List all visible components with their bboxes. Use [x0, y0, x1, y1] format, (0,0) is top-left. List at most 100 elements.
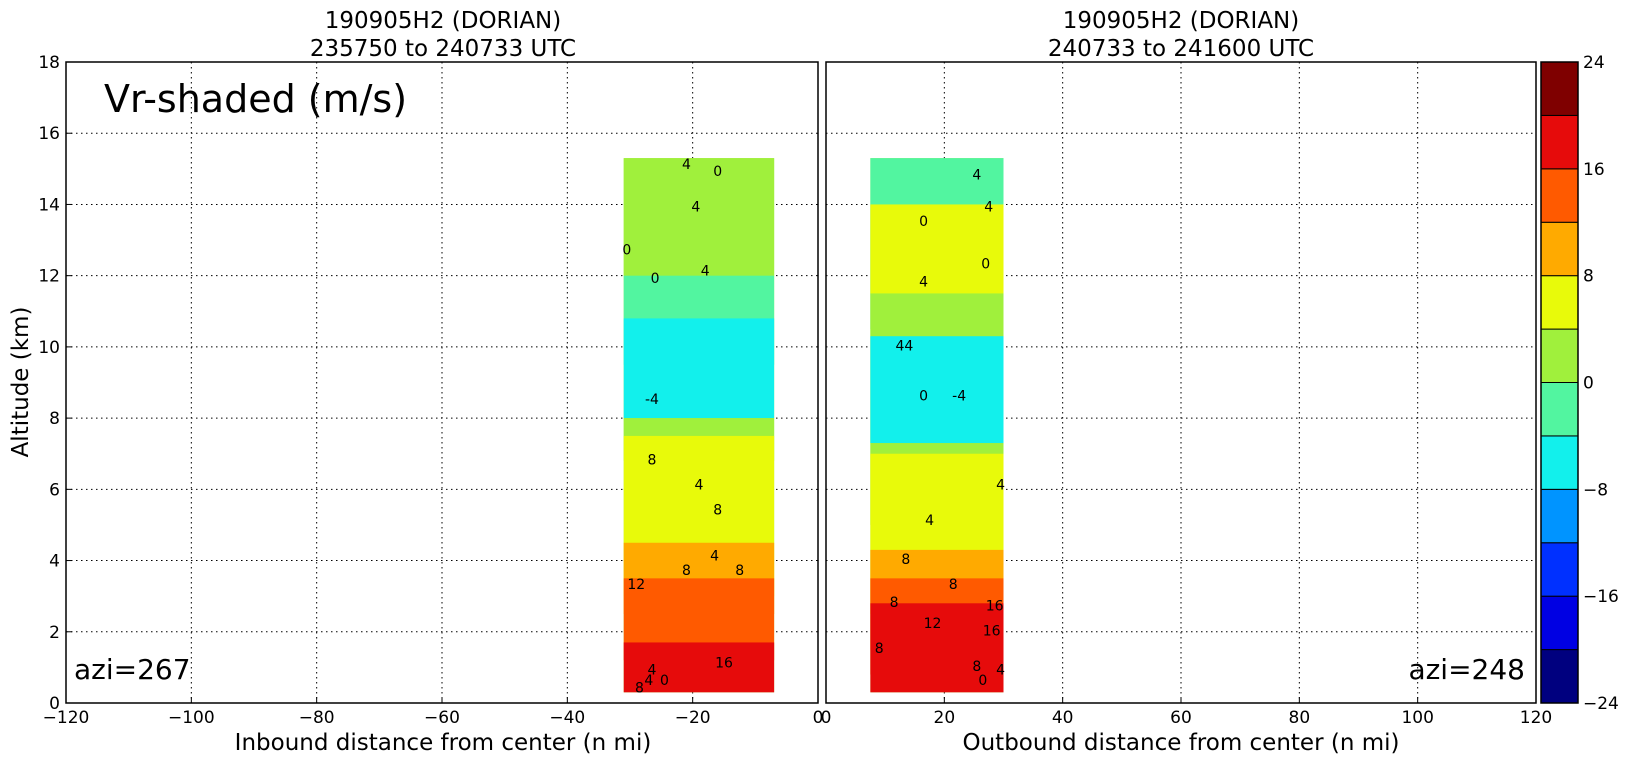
velocity-band	[870, 603, 1004, 693]
colorbar-tick-labels: 24 16 8 0 −8 −16 −24	[1583, 53, 1619, 714]
contour-label: 4	[691, 200, 700, 216]
contour-label: 12	[924, 616, 942, 632]
colorbar-tick-label: 8	[1583, 267, 1594, 287]
contour-label: 4	[904, 338, 913, 354]
colorbar-block	[1540, 114, 1579, 170]
contour-label: 0	[651, 271, 660, 287]
contour-label: 4	[710, 549, 719, 565]
colorbar-block	[1540, 328, 1579, 384]
colorbar-frame	[1540, 61, 1579, 704]
contour-label: 4	[701, 264, 710, 280]
x-tick-label: 120	[1520, 708, 1552, 728]
y-tick-label: 0	[49, 694, 60, 714]
x-tick-label: −100	[168, 708, 215, 728]
contour-label: 0	[660, 673, 669, 689]
colorbar-block	[1540, 488, 1579, 544]
x-tick-label: 60	[1170, 708, 1192, 728]
colorbar-tick-label: 0	[1583, 374, 1594, 394]
right-x-axis-label: Outbound distance from center (n mi)	[963, 730, 1400, 756]
x-tick-label: 40	[1052, 708, 1074, 728]
contour-label: 8	[713, 502, 722, 518]
contour-label: 4	[996, 477, 1005, 493]
right-azimuth-label: azi=248	[1408, 653, 1525, 686]
left-velocity-field	[623, 158, 775, 693]
contour-label: 8	[972, 659, 981, 675]
colorbar-block	[1540, 168, 1579, 223]
contour-label: 16	[983, 623, 1001, 639]
x-tick-label: 0	[813, 708, 824, 728]
colorbar: 24 16 8 0 −8 −16 −24	[1540, 53, 1619, 714]
colorbar-tick-label: −24	[1583, 694, 1619, 714]
contour-label: 8	[735, 563, 744, 579]
contour-label: 8	[890, 595, 899, 611]
contour-label: 4	[647, 663, 656, 679]
y-tick-label: 2	[49, 623, 60, 643]
contour-label: 4	[984, 200, 993, 216]
contour-label: 8	[647, 452, 656, 468]
left-y-axis-label: Altitude (km)	[8, 307, 34, 458]
y-tick-label: 18	[38, 53, 60, 73]
left-azimuth-label: azi=267	[74, 653, 191, 686]
left-grid	[66, 62, 818, 703]
y-tick-label: 4	[49, 552, 60, 572]
x-tick-label: −40	[549, 708, 585, 728]
x-tick-label: 0	[821, 708, 832, 728]
contour-label: -4	[645, 392, 659, 408]
contour-label: 0	[981, 257, 990, 273]
contour-label: 4	[996, 663, 1005, 679]
right-tick-labels: 0 20 40 60 80 100 120	[821, 697, 1552, 728]
x-tick-label: 100	[1401, 708, 1433, 728]
right-title-line1: 190905H2 (DORIAN)	[1063, 8, 1300, 34]
right-velocity-field	[870, 158, 1004, 693]
colorbar-block	[1540, 61, 1579, 116]
colorbar-tick-label: 24	[1583, 53, 1605, 73]
colorbar-block	[1540, 221, 1579, 277]
velocity-band	[623, 642, 775, 693]
contour-label: 0	[978, 673, 987, 689]
contour-label: 4	[895, 338, 904, 354]
contour-label: 8	[901, 552, 910, 568]
x-tick-label: 20	[934, 708, 956, 728]
contour-label: -4	[952, 388, 966, 404]
colorbar-block	[1540, 382, 1579, 437]
contour-label: 8	[875, 641, 884, 657]
y-tick-label: 6	[49, 480, 60, 500]
right-grid	[826, 62, 1536, 703]
left-x-axis-label: Inbound distance from center (n mi)	[235, 730, 652, 756]
contour-label: 4	[682, 157, 691, 173]
contour-label: 0	[713, 164, 722, 180]
contour-label: 8	[682, 563, 691, 579]
x-tick-label: −120	[43, 708, 90, 728]
y-tick-label: 16	[38, 124, 60, 144]
colorbar-tick-label: −16	[1583, 587, 1619, 607]
colorbar-tick-label: 16	[1583, 160, 1605, 180]
colorbar-block	[1540, 595, 1579, 651]
colorbar-block	[1540, 649, 1579, 704]
colorbar-block	[1540, 435, 1579, 490]
x-tick-label: −80	[299, 708, 335, 728]
contour-label: 0	[919, 388, 928, 404]
contour-label: 4	[972, 168, 981, 184]
velocity-band	[623, 158, 775, 276]
right-panel: 190905H2 (DORIAN) 240733 to 241600 UTC 4…	[821, 8, 1553, 756]
contour-label: 16	[715, 655, 733, 671]
velocity-band	[623, 318, 775, 419]
y-tick-label: 10	[38, 338, 60, 358]
colorbar-tick-label: −8	[1583, 480, 1608, 500]
contour-label: 4	[694, 477, 703, 493]
colorbar-blocks	[1540, 61, 1579, 704]
contour-label: 4	[644, 673, 653, 689]
y-tick-label: 8	[49, 409, 60, 429]
left-panel: 190905H2 (DORIAN) 235750 to 240733 UTC 4…	[8, 8, 823, 756]
y-tick-label: 14	[38, 195, 60, 215]
x-tick-label: 80	[1289, 708, 1311, 728]
left-title-line1: 190905H2 (DORIAN)	[325, 8, 562, 34]
velocity-band	[870, 204, 1004, 294]
vr-shaded-annotation: Vr-shaded (m/s)	[104, 77, 407, 121]
contour-label: 0	[919, 214, 928, 230]
contour-label: 4	[919, 274, 928, 290]
contour-label: 12	[627, 577, 645, 593]
contour-label: 4	[925, 513, 934, 529]
